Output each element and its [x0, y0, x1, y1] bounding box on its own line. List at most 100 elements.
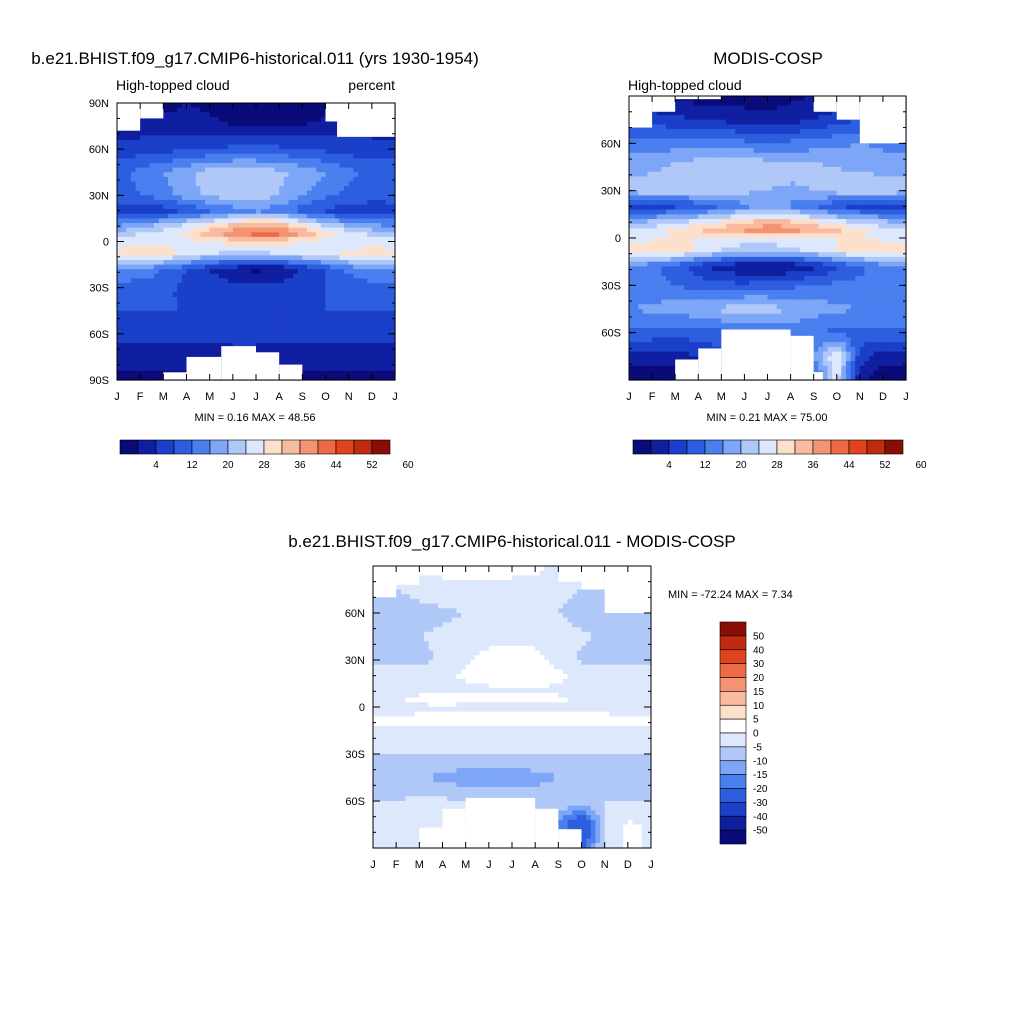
contour-cell: [283, 209, 290, 215]
contour-cell: [702, 190, 709, 196]
contour-cell: [818, 185, 824, 192]
contour-cell: [339, 278, 345, 284]
contour-cell: [827, 176, 833, 182]
contour-cell: [855, 181, 861, 187]
contour-cell: [381, 347, 387, 353]
contour-cell: [348, 375, 354, 381]
contour-cell: [149, 204, 155, 210]
contour-cell: [698, 138, 704, 144]
contour-cell: [758, 162, 764, 168]
contour-cell: [873, 190, 879, 196]
contour-cell: [325, 329, 331, 335]
contour-cell: [283, 264, 290, 270]
contour-cell: [251, 306, 257, 312]
contour-cell: [753, 185, 759, 192]
contour-cell: [205, 250, 211, 256]
contour-cell: [135, 333, 141, 340]
contour-cell: [320, 236, 327, 243]
contour-cell: [679, 124, 685, 130]
y-tick-label: 30S: [89, 283, 109, 295]
contour-cell: [265, 292, 271, 298]
contour-cell: [656, 157, 662, 163]
contour-cell: [154, 269, 160, 275]
contour-cell: [154, 144, 160, 150]
contour-cell: [762, 167, 769, 173]
contour-cell: [813, 114, 819, 121]
contour-cell: [367, 259, 373, 266]
contour-cell: [140, 130, 146, 136]
contour-cell: [390, 366, 396, 372]
contour-cell: [246, 324, 252, 330]
contour-cell: [320, 149, 327, 155]
contour-cell: [344, 306, 350, 312]
contour-cell: [730, 143, 736, 149]
contour-cell: [721, 181, 727, 187]
contour-cell: [749, 162, 755, 168]
contour-cell: [154, 204, 160, 210]
contour-cell: [781, 162, 787, 168]
contour-cell: [149, 301, 155, 307]
contour-cell: [772, 143, 778, 149]
contour-cell: [158, 296, 164, 303]
contour-cell: [260, 283, 266, 289]
contour-cell: [661, 143, 667, 149]
contour-cell: [638, 176, 644, 182]
contour-cell: [901, 152, 907, 159]
contour-cell: [371, 227, 378, 233]
contour-cell: [177, 287, 183, 293]
contour-cell: [311, 301, 317, 307]
contour-cell: [357, 195, 364, 201]
contour-cell: [117, 241, 123, 247]
contour-cell: [316, 329, 322, 335]
contour-cell: [804, 110, 810, 116]
contour-cell: [274, 278, 280, 284]
contour-cell: [320, 343, 327, 349]
contour-cell: [684, 105, 690, 111]
contour-cell: [353, 172, 359, 178]
contour-cell: [381, 264, 387, 270]
contour-cell: [163, 199, 169, 206]
contour-cell: [149, 361, 155, 367]
contour-cell: [725, 143, 732, 149]
contour-cell: [689, 110, 695, 116]
contour-cell: [790, 171, 796, 178]
contour-cell: [362, 199, 368, 206]
contour-cell: [652, 110, 658, 116]
contour-cell: [712, 185, 718, 192]
contour-cell: [288, 273, 294, 280]
contour-cell: [785, 129, 792, 135]
contour-cell: [269, 338, 276, 344]
contour-cell: [130, 347, 137, 353]
contour-cell: [218, 199, 225, 206]
contour-cell: [288, 218, 294, 224]
contour-cell: [200, 250, 206, 256]
contour-cell: [376, 236, 382, 243]
contour-cell: [200, 278, 206, 284]
contour-cell: [126, 347, 132, 353]
contour-cell: [228, 255, 234, 261]
contour-cell: [670, 185, 676, 192]
contour-cell: [144, 352, 151, 358]
contour-cell: [209, 121, 215, 127]
contour-cell: [121, 204, 127, 210]
contour-cell: [712, 110, 718, 116]
contour-cell: [135, 324, 141, 330]
contour-cell: [126, 287, 132, 293]
contour-cell: [362, 319, 368, 326]
contour-cell: [721, 119, 727, 125]
contour-cell: [130, 361, 137, 367]
contour-cell: [772, 138, 778, 144]
contour-cell: [772, 181, 778, 187]
contour-cell: [689, 171, 695, 178]
contour-cell: [850, 185, 856, 192]
contour-cell: [163, 121, 169, 127]
contour-cell: [758, 119, 764, 125]
contour-cell: [237, 213, 243, 220]
contour-cell: [367, 319, 373, 326]
contour-cell: [140, 370, 146, 376]
contour-cell: [629, 138, 635, 144]
contour-cell: [167, 255, 174, 261]
contour-cell: [311, 135, 317, 141]
contour-cell: [293, 153, 299, 159]
contour-cell: [679, 133, 685, 140]
